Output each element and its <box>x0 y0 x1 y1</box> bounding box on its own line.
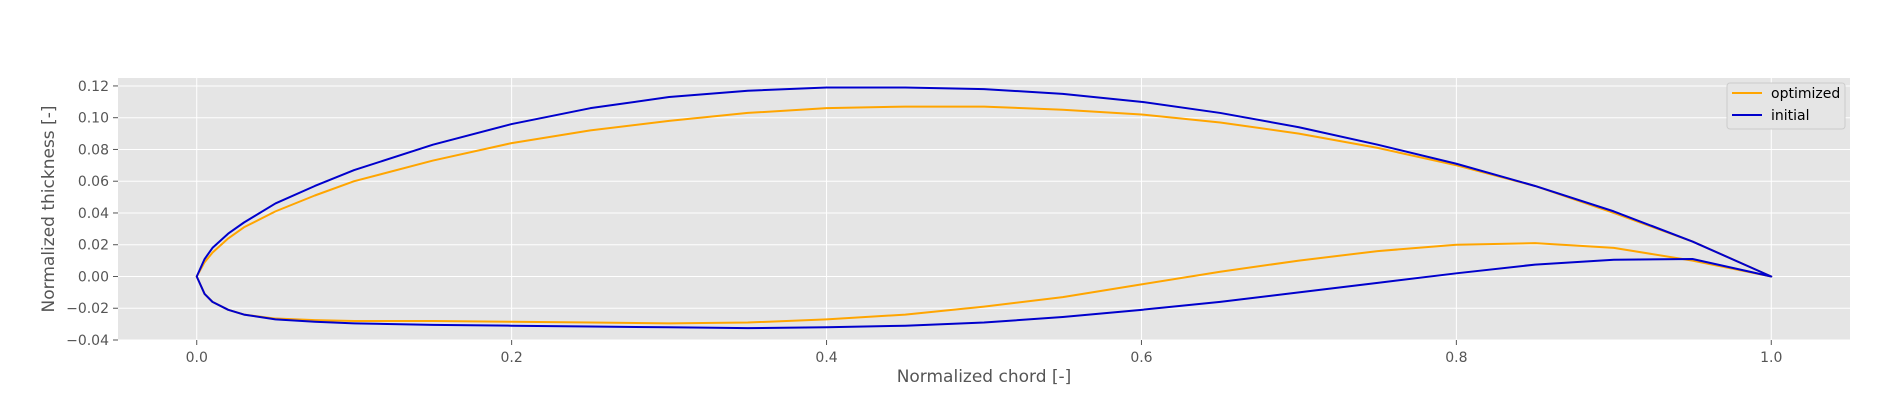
x-tick-label: 0.0 <box>186 350 208 366</box>
y-axis: −0.04 −0.02 0.00 0.02 0.04 0.06 0.08 0.10 0.12 <box>66 79 118 349</box>
y-tick-label: 0.00 <box>78 269 109 285</box>
y-tick-label: 0.06 <box>78 174 109 190</box>
series-group <box>195 86 1773 330</box>
y-tick-label: 0.02 <box>78 238 109 254</box>
y-tick-label: 0.08 <box>78 142 109 158</box>
x-axis: 0.0 0.2 0.4 0.6 0.8 1.0 <box>186 340 1782 366</box>
x-axis-label: Normalized chord [-] <box>897 367 1072 387</box>
y-tick-label: −0.02 <box>66 301 109 317</box>
y-tick-label: −0.04 <box>66 333 109 349</box>
x-tick-label: 1.0 <box>1760 350 1782 366</box>
legend-label-initial: initial <box>1771 108 1810 124</box>
legend-box <box>1726 82 1846 130</box>
y-tick-label: 0.10 <box>78 111 109 127</box>
x-tick-label: 0.2 <box>501 350 523 366</box>
legend-label-optimized: optimized <box>1771 86 1840 102</box>
y-tick-label: 0.04 <box>78 206 109 222</box>
plot-area <box>118 78 1850 340</box>
x-tick-label: 0.4 <box>815 350 837 366</box>
x-tick-label: 0.8 <box>1445 350 1467 366</box>
y-tick-label: 0.12 <box>78 79 109 95</box>
y-axis-label: Normalized thickness [-] <box>39 106 59 313</box>
legend: optimized initial <box>1726 82 1846 130</box>
x-tick-label: 0.6 <box>1130 350 1152 366</box>
series-line-initial <box>195 86 1773 330</box>
